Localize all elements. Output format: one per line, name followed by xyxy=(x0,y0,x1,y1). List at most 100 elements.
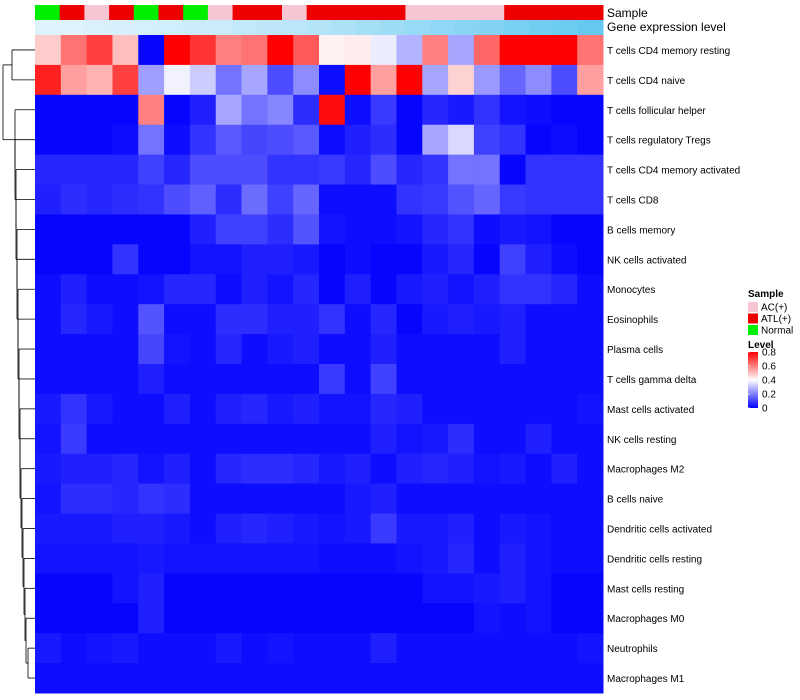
heatmap-cell xyxy=(422,124,449,156)
heatmap-cell xyxy=(422,154,449,186)
heatmap-cell xyxy=(577,573,604,604)
heatmap-cell xyxy=(241,513,268,544)
heatmap-cell xyxy=(370,244,397,275)
heatmap-cell xyxy=(112,513,139,544)
heatmap-cell xyxy=(319,633,346,664)
expression-annotation-cell xyxy=(405,20,431,35)
heatmap-cell xyxy=(267,603,294,634)
heatmap-cell xyxy=(473,483,501,515)
heatmap-cell xyxy=(241,423,268,455)
heatmap-cell xyxy=(344,543,372,574)
expression-annotation-cell xyxy=(356,20,382,35)
heatmap-cell xyxy=(138,573,165,604)
heatmap-cell xyxy=(112,304,139,335)
heatmap-cell xyxy=(138,244,165,275)
heatmap-cell xyxy=(138,35,165,66)
heatmap-cell xyxy=(189,184,217,215)
heatmap-cell xyxy=(577,184,604,215)
heatmap-cell xyxy=(35,214,62,245)
heatmap-cell xyxy=(267,573,294,604)
heatmap-cell xyxy=(164,364,191,395)
heatmap-cell xyxy=(267,94,294,126)
heatmap-cell xyxy=(448,64,475,96)
heatmap-cell xyxy=(473,244,501,275)
heatmap-cell xyxy=(344,94,372,126)
heatmap-cell xyxy=(215,364,243,395)
heatmap-cell xyxy=(344,35,372,66)
heatmap-cell xyxy=(189,304,217,335)
heatmap-cell xyxy=(577,453,604,485)
heatmap-cell xyxy=(189,573,217,604)
heatmap-cell xyxy=(525,214,552,245)
heatmap-cell xyxy=(112,214,139,245)
heatmap-cell xyxy=(551,543,578,574)
heatmap-cell xyxy=(267,154,294,186)
sample-annotation-cell xyxy=(528,5,555,20)
heatmap-cell xyxy=(499,423,527,455)
heatmap-cell xyxy=(60,393,88,425)
heatmap-cell xyxy=(164,543,191,574)
heatmap-cell xyxy=(241,334,268,365)
heatmap-cell xyxy=(112,453,139,485)
heatmap-cell xyxy=(164,94,191,126)
heatmap-cell xyxy=(241,304,268,335)
heatmap-cell xyxy=(448,35,475,66)
heatmap-cell xyxy=(319,64,346,96)
heatmap-cell xyxy=(473,364,501,395)
heatmap-cell xyxy=(422,184,449,215)
heatmap-cell xyxy=(35,543,62,574)
legend-tick-label: 0 xyxy=(762,404,768,415)
row-label: Monocytes xyxy=(607,285,655,296)
heatmap-cell xyxy=(473,124,501,156)
heatmap-cell xyxy=(86,35,113,66)
heatmap-cell xyxy=(241,94,268,126)
heatmap-cell xyxy=(60,124,88,156)
heatmap-cell xyxy=(60,214,88,245)
expression-annotation-cell xyxy=(430,20,456,35)
heatmap-cell xyxy=(164,244,191,275)
heatmap-cell xyxy=(215,633,243,664)
heatmap-cell xyxy=(112,543,139,574)
legend-swatch-sample xyxy=(748,325,758,335)
heatmap-cell xyxy=(577,124,604,156)
heatmap-cell xyxy=(293,94,320,126)
heatmap-cell xyxy=(319,543,346,574)
heatmap-cell xyxy=(525,184,552,215)
heatmap-cell xyxy=(164,453,191,485)
heatmap-cell xyxy=(86,543,113,574)
heatmap-cell xyxy=(370,94,397,126)
heatmap-cell xyxy=(473,214,501,245)
heatmap-cell xyxy=(60,35,88,66)
heatmap-cell xyxy=(241,603,268,634)
heatmap-cell xyxy=(112,124,139,156)
heatmap-cell xyxy=(241,364,268,395)
sample-annotation-cell xyxy=(281,5,308,20)
heatmap-cell xyxy=(396,513,423,544)
heatmap-cells xyxy=(35,35,604,694)
heatmap-cell xyxy=(86,423,113,455)
heatmap-cell xyxy=(525,364,552,395)
heatmap-cell xyxy=(215,393,243,425)
heatmap-cell xyxy=(396,64,423,96)
heatmap-cell xyxy=(551,603,578,634)
heatmap-cell xyxy=(499,393,527,425)
heatmap-cell xyxy=(319,124,346,156)
heatmap-cell xyxy=(319,573,346,604)
sample-annotation-cell xyxy=(232,5,258,20)
heatmap-cell xyxy=(319,603,346,634)
heatmap-cell xyxy=(551,244,578,275)
heatmap-cell xyxy=(138,543,165,574)
row-label: Neutrophils xyxy=(607,644,658,655)
heatmap-cell xyxy=(293,214,320,245)
heatmap-cell xyxy=(138,513,165,544)
heatmap-cell xyxy=(164,483,191,515)
sample-annotation-cell xyxy=(133,5,159,20)
heatmap-cell xyxy=(551,334,578,365)
heatmap-cell xyxy=(577,94,604,126)
heatmap-cell xyxy=(499,154,527,186)
heatmap-cell xyxy=(112,154,139,186)
heatmap-cell xyxy=(164,633,191,664)
heatmap-cell xyxy=(422,64,449,96)
heatmap-cell xyxy=(293,274,320,305)
heatmap-cell xyxy=(344,154,372,186)
